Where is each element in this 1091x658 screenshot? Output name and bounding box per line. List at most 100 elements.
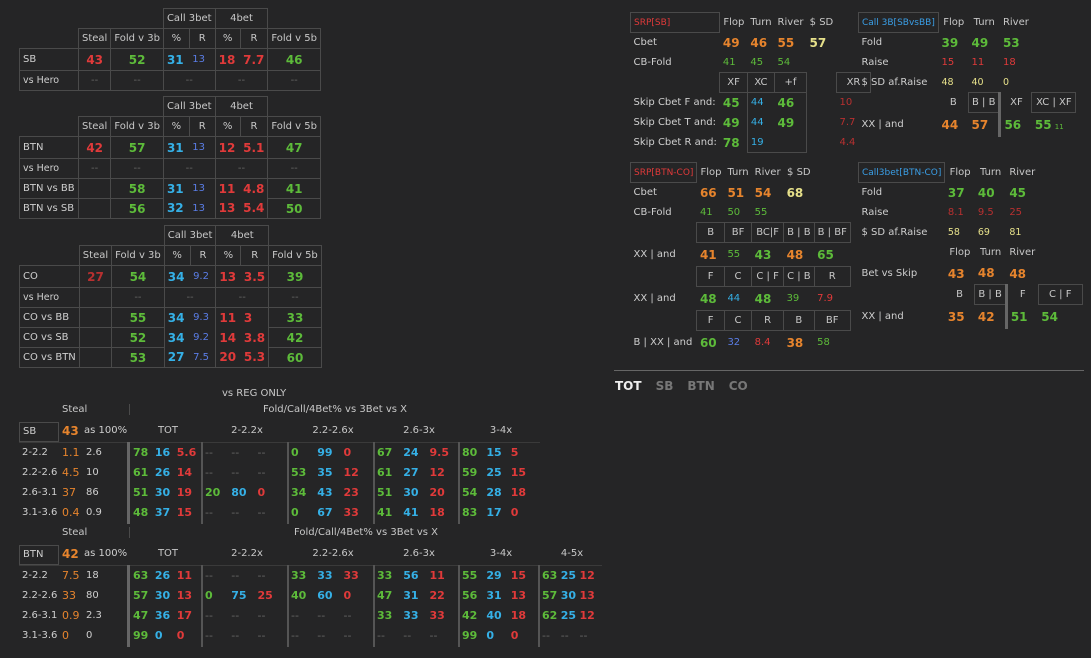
sizing-value: -- bbox=[205, 446, 213, 459]
sizing-value: 26 bbox=[154, 569, 171, 582]
range-label: 3.1-3.6 bbox=[22, 507, 58, 518]
column-separator bbox=[201, 565, 203, 647]
sizing-value: -- bbox=[205, 629, 213, 642]
steal-value: 43 bbox=[62, 424, 79, 438]
fold-3b-value: -- bbox=[110, 70, 164, 91]
sizing-value: -- bbox=[403, 629, 412, 642]
sizing-value: -- bbox=[231, 446, 240, 459]
xx-and-label: XX | and bbox=[861, 311, 904, 322]
srp-btn-panel: SRP[BTN-CO] Flop Turn River $ SD Cbet 66… bbox=[629, 162, 851, 355]
sizing-value: 63 bbox=[133, 569, 149, 582]
range-pct-value: 86 bbox=[86, 487, 99, 498]
cf-value: 54 bbox=[1041, 309, 1058, 324]
sizing-value: 67 bbox=[377, 446, 393, 459]
sizing-value: 13 bbox=[510, 589, 527, 602]
cbet-label: Cbet bbox=[633, 37, 657, 49]
sizing-value: -- bbox=[205, 609, 213, 622]
4b-pct-value: 14 bbox=[215, 327, 241, 348]
cbet-river: 55 bbox=[777, 35, 795, 50]
tabs-divider bbox=[614, 370, 1084, 371]
b-value: 35 bbox=[947, 309, 965, 324]
sizing-value: -- bbox=[257, 569, 266, 582]
sizing-value: -- bbox=[377, 629, 385, 642]
col-sd: $ SD bbox=[809, 17, 834, 28]
fold-5b-value: -- bbox=[267, 70, 321, 91]
tab-tot[interactable]: TOT bbox=[615, 379, 642, 393]
tab-btn[interactable]: BTN bbox=[687, 379, 715, 393]
fold-3b-value: 52 bbox=[111, 327, 165, 348]
sizing-value: 80 bbox=[462, 446, 478, 459]
call3bet-header: Call 3bet bbox=[162, 96, 216, 117]
c3-pct-value: 34 bbox=[163, 265, 191, 288]
fold-3b-value: 58 bbox=[110, 178, 164, 199]
sizing-value: 0 bbox=[205, 589, 213, 602]
cbfold-river: 54 bbox=[777, 56, 791, 68]
call3bet-header: Call 3bet bbox=[162, 8, 216, 29]
sizing-value: -- bbox=[205, 569, 213, 582]
cbfold-flop: 41 bbox=[699, 206, 713, 218]
tab-sb[interactable]: SB bbox=[655, 379, 674, 393]
4bet-header: 4bet bbox=[214, 96, 269, 117]
row-label: BTN vs SB bbox=[19, 198, 79, 219]
sd-flop: 58 bbox=[947, 227, 960, 238]
xc-value: 44 bbox=[746, 92, 775, 113]
row-label: vs Hero bbox=[19, 70, 79, 91]
steal-header: Steal bbox=[62, 404, 88, 415]
col-river: River bbox=[1002, 17, 1029, 28]
sizing-value: 47 bbox=[133, 609, 149, 622]
raise-turn: 11 bbox=[971, 57, 985, 68]
4b-r-value: 7.7 bbox=[240, 48, 268, 71]
cbet-sd: 68 bbox=[786, 185, 804, 200]
b-value: 41 bbox=[699, 247, 717, 262]
tab-bar: TOT SB BTN CO bbox=[615, 379, 748, 393]
xc-value: 19 bbox=[746, 132, 775, 153]
sizing-value: 62 bbox=[542, 609, 558, 622]
bvs-flop: 43 bbox=[947, 266, 965, 281]
r-value: 8.4 bbox=[754, 337, 771, 349]
sizing-value: -- bbox=[291, 609, 299, 622]
range-freq-value: 37 bbox=[62, 486, 76, 499]
preflop-table-btn: Call 3bet 4bet Steal Fold v 3b % R % R Fo… bbox=[19, 96, 321, 219]
sizing-value: 0 bbox=[291, 446, 299, 459]
fold-5b-value: 33 bbox=[268, 307, 322, 328]
c3-r-value: 9.2 bbox=[190, 265, 216, 288]
bet-vs-skip-label: Bet vs Skip bbox=[861, 268, 918, 279]
cbfold-label: CB-Fold bbox=[633, 57, 672, 68]
sizing-value: 30 bbox=[154, 486, 171, 499]
srp-sb-panel: SRP[SB] Flop Turn River $ SD Cbet 49 46 … bbox=[629, 12, 871, 153]
range-label: 2-2.2 bbox=[22, 447, 48, 458]
sizing-value: 31 bbox=[486, 589, 502, 602]
row-label: CO vs BTN bbox=[19, 347, 80, 368]
call3b-btn-panel: Call3bet[BTN-CO] Flop Turn River Fold 37… bbox=[857, 162, 1083, 329]
sizing-value: 57 bbox=[542, 589, 558, 602]
col-fold-v-5b: Fold v 5b bbox=[268, 245, 322, 266]
sizing-value: -- bbox=[205, 506, 213, 519]
bbf-value: 65 bbox=[817, 247, 834, 262]
fold-5b-value: 46 bbox=[267, 48, 321, 71]
sizing-value: 5 bbox=[510, 446, 519, 459]
sizing-value: 0 bbox=[257, 486, 266, 499]
sizing-value: 33 bbox=[343, 506, 359, 519]
sizing-value: 20 bbox=[205, 486, 221, 499]
sizing-value: 17 bbox=[486, 506, 502, 519]
tab-co[interactable]: CO bbox=[728, 379, 748, 393]
column-separator bbox=[458, 565, 460, 647]
sd-af-raise-label: $ SD af.Raise bbox=[861, 77, 928, 88]
f-value: 48 bbox=[699, 291, 717, 306]
col-b-b: B | B bbox=[967, 92, 1001, 113]
col-xf: XF bbox=[998, 92, 1032, 113]
sizing-col-header: 2.6-3x bbox=[403, 425, 435, 436]
fold-label: Fold bbox=[861, 37, 883, 49]
sizing-col-header: 2.2-2.6x bbox=[312, 425, 354, 436]
row-label: BTN vs BB bbox=[19, 178, 79, 199]
sizing-value: 25 bbox=[486, 466, 502, 479]
sizing-value: -- bbox=[231, 466, 240, 479]
sizing-value: 61 bbox=[377, 466, 393, 479]
fold-flop: 39 bbox=[941, 35, 959, 50]
sizing-value: 16 bbox=[154, 446, 171, 459]
sizing-value: 99 bbox=[462, 629, 478, 642]
sizing-value: 0 bbox=[343, 446, 352, 459]
sizing-value: -- bbox=[579, 629, 588, 642]
col-turn: Turn bbox=[973, 17, 995, 28]
c3-r-value: 9.2 bbox=[193, 332, 209, 343]
